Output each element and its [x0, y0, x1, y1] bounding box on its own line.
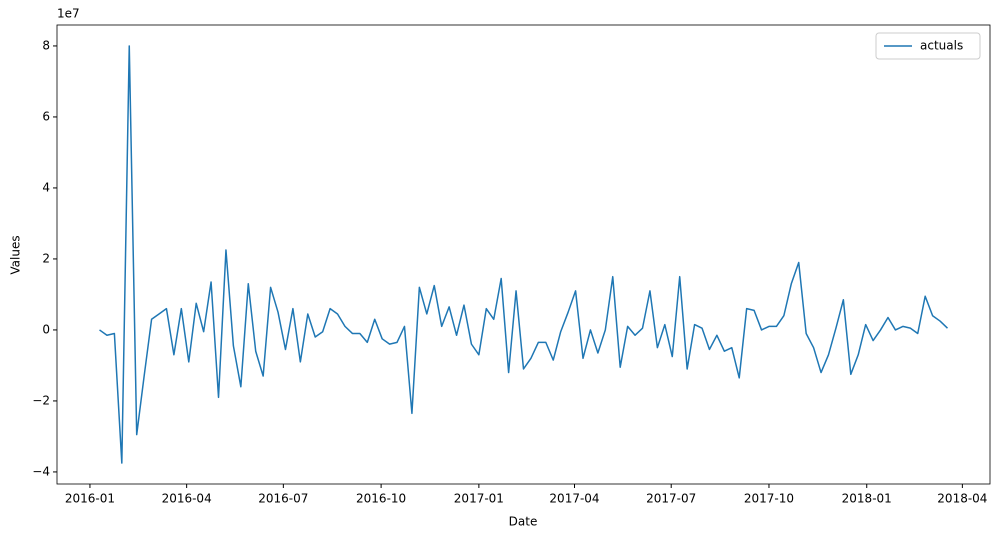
x-tick-label: 2016-01 — [65, 492, 115, 506]
x-tick-label: 2017-07 — [646, 492, 696, 506]
y-axis-label: Values — [9, 235, 23, 274]
y-tick-label: −4 — [32, 464, 50, 478]
series-line — [99, 45, 949, 464]
x-tick-label: 2017-04 — [549, 492, 599, 506]
x-tick-label: 2016-04 — [162, 492, 212, 506]
legend-box — [875, 32, 981, 60]
y-tick-label: 4 — [42, 180, 50, 194]
x-tick-label: 2017-10 — [744, 492, 794, 506]
x-tick-label: 2016-10 — [356, 492, 406, 506]
y-tick-label: 8 — [42, 38, 50, 52]
y-tick-label: 0 — [42, 322, 50, 336]
y-tick-label: 2 — [42, 251, 50, 265]
legend-label: actuals — [920, 39, 963, 53]
y-offset-label: 1e7 — [57, 7, 80, 21]
x-tick-label: 2018-01 — [842, 492, 892, 506]
x-tick-label: 2018-04 — [937, 492, 987, 506]
y-tick-label: 6 — [42, 109, 50, 123]
plot-frame — [56, 24, 991, 485]
x-axis-label: Date — [509, 515, 538, 529]
y-tick-label: −2 — [32, 393, 50, 407]
x-tick-label: 2017-01 — [454, 492, 504, 506]
x-tick-label: 2016-07 — [258, 492, 308, 506]
